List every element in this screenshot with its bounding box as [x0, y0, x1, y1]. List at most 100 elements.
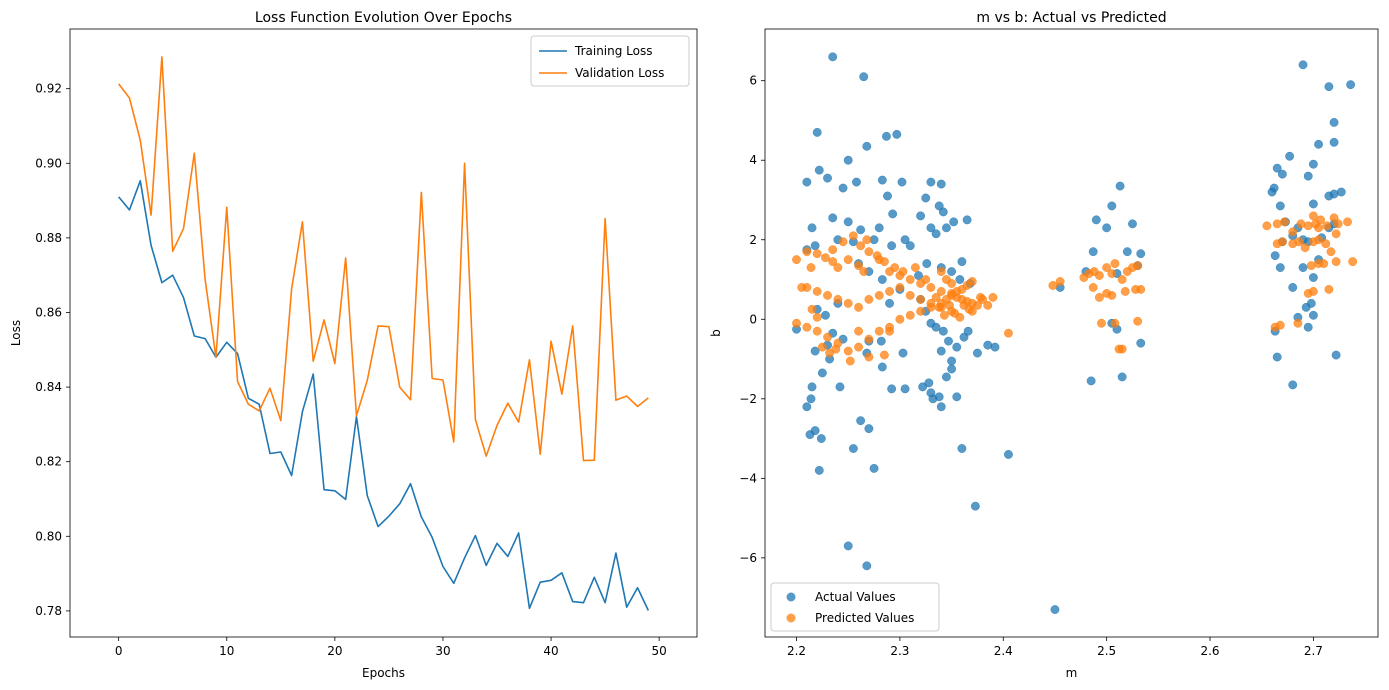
scatter-point-predicted [856, 242, 864, 250]
scatter-point-predicted [1309, 212, 1317, 220]
scatter-point-predicted [1089, 283, 1097, 291]
scatter-point-actual [882, 132, 890, 140]
scatter-point-predicted [803, 323, 811, 331]
scatter-point-predicted [829, 245, 837, 253]
y-tick-label: 0.92 [35, 82, 62, 96]
y-tick-label: 0 [749, 312, 757, 326]
scatter-point-actual [1332, 351, 1340, 359]
scatter-point-predicted [818, 343, 826, 351]
scatter-point-predicted [1095, 271, 1103, 279]
scatter-point-actual [953, 393, 961, 401]
scatter-point-actual [863, 562, 871, 570]
scatter-point-actual [1299, 61, 1307, 69]
scatter-point-actual [953, 343, 961, 351]
scatter-point-actual [839, 184, 847, 192]
y-tick-label: −6 [739, 551, 757, 565]
scatter-point-actual [1004, 450, 1012, 458]
scatter-point-actual [916, 212, 924, 220]
scatter-point-actual [1273, 353, 1281, 361]
scatter-point-predicted [846, 357, 854, 365]
scatter-point-actual [1285, 152, 1293, 160]
scatter-point-actual [918, 383, 926, 391]
scatter-point-predicted [854, 327, 862, 335]
x-axis-label: Epochs [362, 666, 405, 680]
scatter-point-actual [1304, 323, 1312, 331]
y-tick-label: 2 [749, 233, 757, 247]
scatter-point-predicted [906, 291, 914, 299]
scatter-point-predicted [947, 279, 955, 287]
scatter-point-actual [1116, 182, 1124, 190]
chart-title: Loss Function Evolution Over Epochs [255, 10, 512, 26]
legend-label: Training Loss [574, 44, 652, 58]
scatter-point-actual [944, 337, 952, 345]
x-tick-label: 10 [219, 644, 234, 658]
scatter-point-actual [958, 257, 966, 265]
legend-label: Validation Loss [575, 66, 664, 80]
scatter-point-predicted [823, 333, 831, 341]
scatter-point-predicted [1108, 269, 1116, 277]
x-axis-label: m [1066, 666, 1078, 680]
scatter-point-actual [898, 178, 906, 186]
y-tick-label: 0.78 [35, 604, 62, 618]
scatter-point-actual [991, 343, 999, 351]
y-axis-label: b [709, 329, 723, 337]
x-tick-label: 2.3 [890, 644, 909, 658]
scatter-point-predicted [813, 287, 821, 295]
scatter-point-predicted [935, 303, 943, 311]
scatter-point-predicted [873, 251, 881, 259]
scatter-point-predicted [891, 263, 899, 271]
scatter-point-actual [875, 224, 883, 232]
scatter-point-predicted [875, 291, 883, 299]
y-tick-label: 0.80 [35, 529, 62, 543]
scatter-point-actual [813, 128, 821, 136]
scatter-point-actual [1118, 373, 1126, 381]
y-tick-label: 0.82 [35, 455, 62, 469]
scatter-point-predicted [792, 255, 800, 263]
scatter-point-predicted [1323, 222, 1331, 230]
scatter-point-actual [901, 385, 909, 393]
legend-label: Predicted Values [815, 611, 914, 625]
scatter-point-actual [844, 156, 852, 164]
scatter-point-predicted [896, 283, 904, 291]
scatter-point-actual [922, 194, 930, 202]
scatter-point-predicted [1314, 224, 1322, 232]
scatter-point-actual [878, 275, 886, 283]
scatter-point-predicted [1263, 222, 1271, 230]
scatter-point-actual [887, 242, 895, 250]
series-line-validation-loss [119, 57, 649, 461]
scatter-point-predicted [865, 247, 873, 255]
scatter-point-predicted [844, 255, 852, 263]
scatter-point-predicted [860, 267, 868, 275]
scatter-point-actual [821, 311, 829, 319]
scatter-point-predicted [813, 249, 821, 257]
scatter-point-predicted [1280, 218, 1288, 226]
scatter-point-predicted [844, 299, 852, 307]
scatter-point-predicted [865, 353, 873, 361]
x-tick-label: 30 [435, 644, 450, 658]
scatter-point-actual [1108, 202, 1116, 210]
scatter-point-actual [893, 130, 901, 138]
scatter-point-actual [1128, 220, 1136, 228]
scatter-chart: 2.22.32.42.52.62.7−6−4−20246m vs b: Actu… [709, 10, 1378, 680]
scatter-point-predicted [896, 315, 904, 323]
y-tick-label: 6 [749, 74, 757, 88]
scatter-point-predicted [1097, 319, 1105, 327]
scatter-point-predicted [906, 311, 914, 319]
scatter-point-actual [1304, 172, 1312, 180]
scatter-point-actual [807, 395, 815, 403]
scatter-point-predicted [899, 267, 907, 275]
scatter-point-predicted [906, 275, 914, 283]
scatter-point-actual [829, 214, 837, 222]
scatter-point-predicted [1137, 285, 1145, 293]
scatter-point-predicted [968, 277, 976, 285]
x-tick-label: 2.7 [1304, 644, 1323, 658]
scatter-point-predicted [956, 313, 964, 321]
chart-title: m vs b: Actual vs Predicted [976, 10, 1166, 26]
legend-swatch [787, 593, 796, 602]
scatter-point-actual [947, 267, 955, 275]
scatter-point-predicted [849, 232, 857, 240]
scatter-point-actual [844, 542, 852, 550]
scatter-point-actual [808, 224, 816, 232]
scatter-point-predicted [1056, 277, 1064, 285]
scatter-point-predicted [885, 287, 893, 295]
